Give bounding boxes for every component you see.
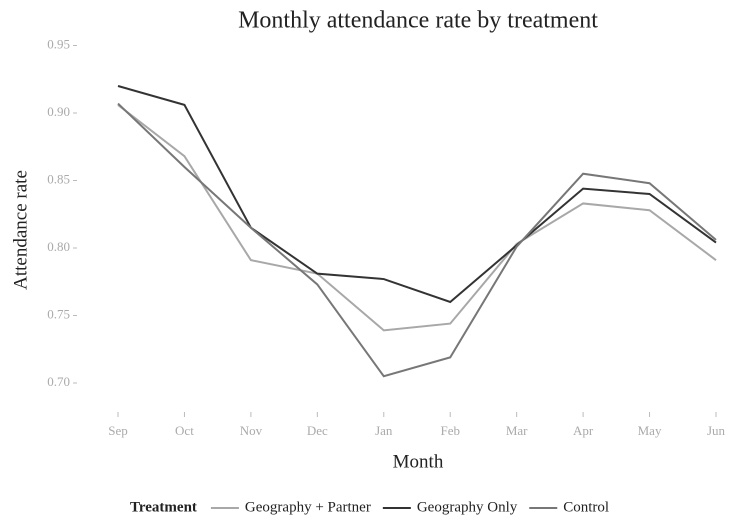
legend-label: Geography + Partner — [245, 499, 371, 515]
y-tick-label: 0.95 — [47, 36, 70, 51]
chart-title: Monthly attendance rate by treatment — [238, 8, 598, 34]
y-tick-label: 0.75 — [47, 306, 70, 321]
series-line — [117, 85, 717, 304]
series-line — [117, 104, 717, 332]
y-tick-label: 0.85 — [47, 171, 70, 186]
series-line — [117, 102, 717, 378]
x-tick-label: Jan — [375, 423, 393, 438]
y-axis-label: Attendance rate — [10, 170, 31, 290]
x-tick-label: Jun — [707, 423, 726, 438]
x-tick-label: Apr — [573, 423, 594, 438]
x-tick-label: Nov — [240, 423, 263, 438]
x-tick-label: Feb — [440, 423, 460, 438]
legend-title: Treatment — [130, 499, 197, 515]
y-tick-label: 0.90 — [47, 104, 70, 119]
x-axis-label: Month — [393, 451, 444, 472]
x-tick-label: Dec — [307, 423, 328, 438]
legend-label: Control — [563, 499, 609, 515]
y-tick-label: 0.70 — [47, 374, 70, 389]
y-tick-label: 0.80 — [47, 239, 70, 254]
x-tick-label: Oct — [175, 423, 194, 438]
x-tick-label: Sep — [108, 423, 128, 438]
legend-label: Geography Only — [417, 499, 518, 515]
x-tick-label: Mar — [506, 423, 528, 438]
x-tick-label: May — [638, 423, 662, 438]
